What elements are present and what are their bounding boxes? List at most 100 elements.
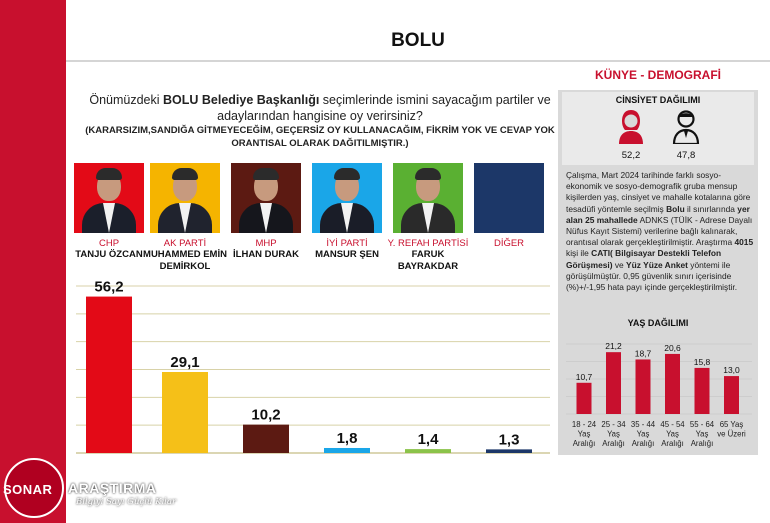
main-area: BOLU Önümüzdeki BOLU Belediye Başkanlığı… [66, 0, 770, 523]
female-icon [619, 110, 643, 144]
male-icon [672, 110, 700, 144]
methodology-fragment: il sınırlarında [684, 203, 738, 214]
candidate-photo [474, 163, 544, 233]
gender-box [562, 92, 754, 165]
methodology-fragment: Çalışma, Mart 2024 tarihinde farklı sosy… [566, 170, 751, 214]
candidate-name: MUHAMMED EMİN DEMİRKOL [143, 249, 227, 272]
portrait-hair [334, 168, 360, 180]
bar-value-label: 29,1 [170, 354, 199, 371]
portrait-hair [415, 168, 441, 180]
bar [324, 447, 370, 453]
methodology-fragment: ADNKS (TÜİK - Adrese Dayalı Nüfus Kayıt … [566, 214, 753, 248]
age-category-label: 45 - 54 [660, 420, 685, 429]
bar-value-label: 56,2 [94, 279, 123, 296]
survey-question: Önümüzdeki BOLU Belediye Başkanlığı seçi… [80, 92, 560, 124]
methodology-text: Çalışma, Mart 2024 tarihinde farklı sosy… [566, 170, 756, 293]
candidate-party: CHP [98, 238, 120, 249]
bar [405, 449, 451, 453]
age-bar-value: 18,7 [635, 348, 652, 358]
candidate-photo [312, 163, 382, 233]
age-category-label: 55 - 64 [690, 420, 715, 429]
age-bar-value: 15,8 [694, 357, 711, 367]
sonar-logo [4, 458, 64, 518]
methodology-fragment: Yüz Yüze Anket [626, 259, 688, 270]
age-category-label: Aralığı [573, 439, 596, 448]
age-category-label: Aralığı [632, 439, 655, 448]
page-title: BOLU [391, 30, 445, 51]
age-category-label: ve Üzeri [717, 430, 746, 439]
age-bar [576, 382, 592, 414]
bar-value-label: 1,4 [418, 431, 440, 448]
survey-note: (KARARSIZIM,SANDIĞA GİTMEYECEĞİM, GEÇERS… [85, 125, 555, 149]
age-category-label: Yaş [666, 430, 679, 439]
bar-value-label: 10,2 [251, 407, 280, 424]
bar [243, 424, 289, 453]
methodology-fragment: kişi ile [566, 248, 592, 259]
candidate-photo [393, 163, 463, 233]
methodology-fragment: CATI( Bilgisayar Destekli Telefon Görüşm… [566, 248, 722, 270]
female-value: 52,2 [621, 150, 641, 161]
age-bar [606, 352, 621, 414]
methodology-fragment: yer alan 25 mahallede [566, 203, 750, 225]
age-category-label: 35 - 44 [631, 420, 656, 429]
bar [486, 449, 532, 453]
candidate-photo [150, 163, 220, 233]
candidate-party: DİĞER [493, 238, 525, 249]
portrait-hair [96, 168, 122, 180]
logo-slogan: Bilgiyi Sayı Güçlü Kılar [76, 497, 177, 507]
methodology-fragment: yöntemi ile görüşülmüştür. 0,95 güvenlik… [566, 259, 738, 293]
candidate-photo [74, 163, 144, 233]
age-category-label: 65 Yaş [720, 420, 744, 429]
candidate-name: TANJU ÖZCAN [75, 249, 143, 260]
side-band: SONAR [0, 0, 66, 523]
question-bold: BOLU Belediye Başkanlığı [163, 93, 320, 107]
question-line2: adaylarından hangisine oy verirsiniz? [217, 109, 423, 123]
age-bar [694, 367, 710, 414]
age-category-label: Aralığı [602, 439, 625, 448]
question-pre: Önümüzdeki [89, 93, 163, 107]
age-category-label: Yaş [696, 430, 709, 439]
logo-word-left: SONAR [3, 482, 53, 497]
age-category-label: 25 - 34 [601, 420, 626, 429]
portrait-hair [253, 168, 279, 180]
age-category-label: Aralığı [661, 439, 684, 448]
methodology-fragment: ve [612, 259, 627, 270]
methodology-fragment: 4015 [734, 237, 754, 248]
male-value: 47,8 [676, 150, 696, 161]
title-divider [66, 60, 770, 62]
age-bar [665, 353, 680, 414]
age-bar [724, 376, 739, 414]
side-watermark: SONAR [58, 0, 66, 90]
candidate-party: AK PARTİ [163, 238, 207, 249]
candidate-party: MHP [255, 238, 277, 249]
age-category-label: Yaş [578, 430, 591, 439]
bar-value-label: 1,8 [337, 430, 358, 447]
age-bar-value: 13,0 [723, 365, 740, 375]
age-category-label: 18 - 24 [572, 420, 597, 429]
bar [86, 296, 132, 453]
age-bar-value: 20,6 [664, 343, 681, 353]
logo-word-right: ARAŞTIRMA [68, 480, 157, 496]
age-chart-title: YAŞ DAĞILIMI [627, 318, 689, 328]
candidate-party: Y. REFAH PARTİSİ [387, 238, 469, 249]
bar [162, 372, 208, 453]
age-category-label: Yaş [637, 430, 650, 439]
demography-header: KÜNYE - DEMOGRAFİ [595, 68, 721, 82]
age-category-label: Yaş [607, 430, 620, 439]
age-bar-value: 10,7 [576, 372, 593, 382]
candidate-party: İYİ PARTİ [326, 238, 368, 249]
bar-value-label: 1,3 [499, 431, 520, 448]
candidate-name: MANSUR ŞEN [315, 249, 379, 260]
candidate-photo [231, 163, 301, 233]
methodology-fragment: Bolu [666, 203, 685, 214]
question-post: seçimlerinde ismini sayacağım partiler v… [319, 93, 551, 107]
portrait-hair [172, 168, 198, 180]
main-bar-chart: 56,2 29,1 10,2 1,8 1,4 1,3 [76, 279, 550, 454]
age-bar [635, 359, 651, 414]
candidate-name: FARUK BAYRAKDAR [397, 249, 459, 272]
age-bar-value: 21,2 [605, 341, 622, 351]
age-category-label: Aralığı [691, 439, 714, 448]
candidate-name: İLHAN DURAK [233, 249, 299, 260]
gender-title: CİNSİYET DAĞILIMI [615, 95, 701, 105]
